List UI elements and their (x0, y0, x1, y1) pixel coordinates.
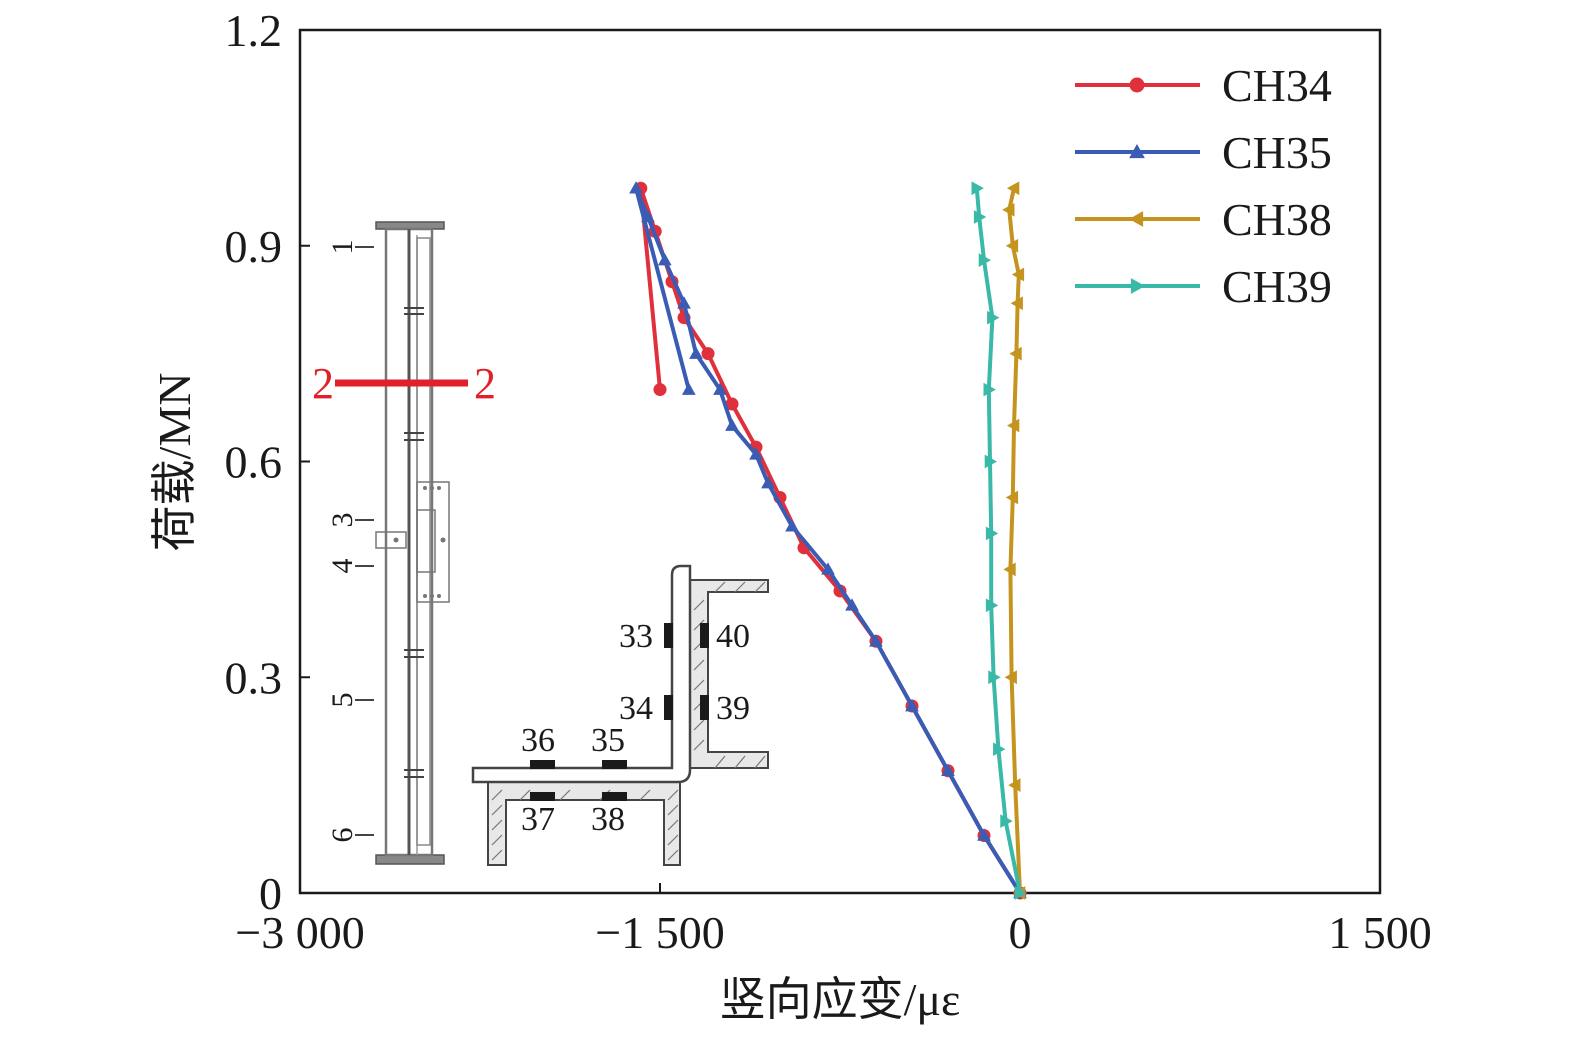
data-point (973, 210, 987, 224)
x-tick-label: 1 500 (1328, 907, 1432, 958)
legend-label: CH34 (1222, 60, 1332, 111)
series-ch38 (1002, 181, 1026, 900)
data-point (1010, 296, 1023, 311)
series-line-ch35 (634, 186, 1022, 895)
data-point (1009, 346, 1022, 361)
svg-text:40: 40 (716, 618, 750, 655)
data-point (681, 382, 696, 395)
legend-marker (1129, 77, 1145, 93)
data-point (869, 634, 883, 647)
series-line-ch39 (974, 188, 1022, 894)
data-point (985, 526, 999, 541)
data-point (749, 447, 763, 460)
section-label-right: 2 (474, 359, 496, 408)
svg-text:37: 37 (521, 801, 555, 838)
data-point (1008, 778, 1021, 792)
data-point (983, 382, 996, 397)
data-point (689, 346, 703, 359)
data-point (1011, 267, 1025, 282)
svg-text:36: 36 (521, 722, 555, 759)
y-tick-label: 0 (259, 868, 282, 919)
svg-text:39: 39 (716, 690, 750, 727)
svg-text:34: 34 (619, 690, 653, 727)
x-tick-label: 0 (1009, 907, 1032, 958)
data-point (1005, 238, 1019, 253)
data-point (1000, 814, 1013, 828)
x-axis-title: 竖向应变/με (720, 974, 961, 1025)
data-point (653, 383, 667, 397)
legend-marker (1129, 143, 1145, 159)
series-line-ch34 (638, 186, 1022, 895)
series-layer (629, 181, 1028, 900)
svg-text:6: 6 (326, 828, 359, 843)
data-point (1006, 418, 1020, 433)
svg-text:33: 33 (619, 618, 653, 655)
data-point (845, 598, 859, 611)
legend-label: CH38 (1222, 194, 1332, 245)
data-point (761, 476, 775, 489)
svg-text:4: 4 (326, 559, 359, 574)
series-ch34 (634, 181, 1027, 900)
y-tick-label: 0.6 (225, 437, 283, 488)
data-point (977, 828, 991, 841)
y-axis-ticks: 0 0.3 0.6 0.9 1.2 (225, 5, 310, 919)
data-point (985, 598, 999, 613)
data-point (1002, 202, 1015, 217)
series-ch35 (629, 181, 1027, 899)
cross-section-schematic: 33 34 35 36 37 38 39 40 (471, 564, 769, 866)
legend-label: CH39 (1222, 261, 1332, 312)
data-point (993, 742, 1006, 757)
data-point (821, 562, 835, 575)
legend: CH34 CH35 CH38 CH39 (1075, 60, 1332, 312)
legend-label: CH35 (1222, 127, 1332, 178)
y-tick-label: 1.2 (225, 5, 283, 56)
svg-text:5: 5 (326, 693, 359, 708)
data-point (1014, 886, 1028, 900)
x-tick-label: −1 500 (595, 907, 724, 958)
data-point (971, 181, 984, 196)
data-point (1003, 562, 1016, 577)
data-point (725, 418, 739, 431)
x-axis-ticks: −3 000 −1 500 0 1 500 (235, 883, 1432, 958)
data-point (713, 382, 727, 395)
data-point (988, 670, 1001, 685)
y-tick-label: 0.9 (225, 221, 283, 272)
data-point (1004, 670, 1017, 685)
svg-text:35: 35 (591, 722, 625, 759)
data-point (978, 253, 992, 267)
plot-frame (298, 28, 1382, 895)
y-axis-title: 荷载/MN (149, 373, 200, 552)
series-line-ch38 (1007, 187, 1022, 894)
data-point (987, 310, 1000, 325)
data-point (657, 253, 672, 266)
x-tick-label: −3 000 (235, 907, 364, 958)
data-point (629, 181, 643, 194)
y-tick-label: 0.3 (225, 652, 283, 703)
data-point (1006, 181, 1020, 196)
data-point (1005, 490, 1019, 505)
svg-text:3: 3 (326, 513, 359, 528)
data-point (785, 519, 799, 532)
data-point (984, 454, 998, 469)
data-point (701, 347, 715, 361)
data-point (941, 763, 955, 777)
svg-text:1: 1 (326, 240, 359, 255)
column-schematic: 1 3 4 5 6 2 2 (312, 221, 496, 865)
data-point (905, 698, 919, 712)
data-point (677, 296, 691, 309)
section-label-left: 2 (312, 359, 334, 408)
legend-marker (1128, 211, 1144, 227)
series-ch39 (971, 181, 1028, 900)
svg-text:38: 38 (591, 801, 625, 838)
data-point (641, 209, 655, 223)
legend-marker (1130, 278, 1146, 294)
